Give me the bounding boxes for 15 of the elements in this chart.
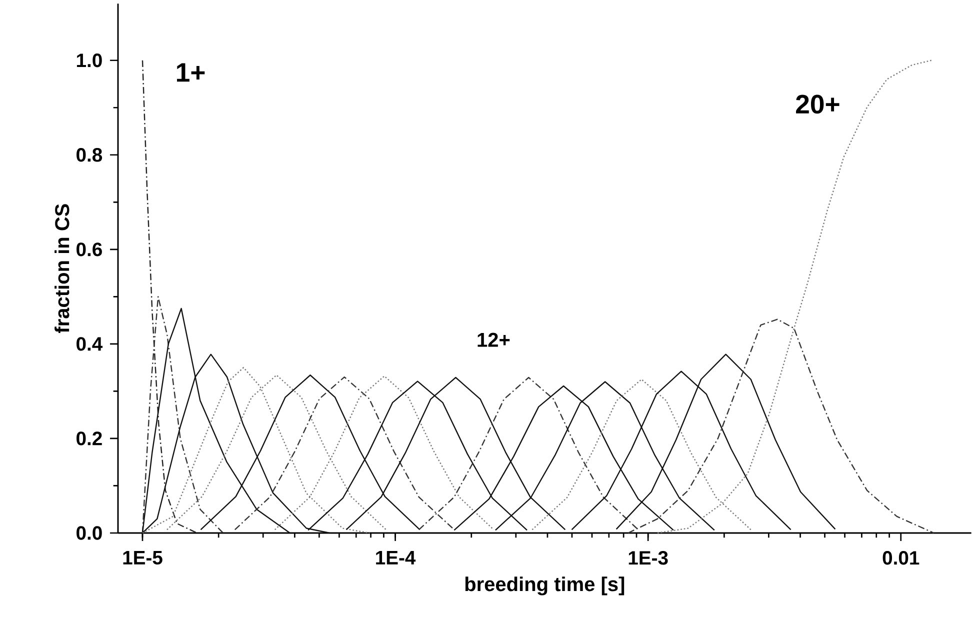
y-tick-label: 1.0 [76, 54, 102, 68]
x-tick-label: 0.01 [882, 551, 920, 565]
x-tick-label: 1E-4 [376, 551, 416, 564]
y-tick-label: 0.6 [76, 242, 102, 256]
y-tick-label: 0.8 [76, 148, 102, 162]
y-tick-label: 0.0 [76, 526, 102, 540]
annotation: 1+ [177, 63, 205, 82]
y-tick-label: 0.4 [76, 337, 103, 351]
annotation: 20+ [796, 94, 840, 114]
x-axis-title: breeding time [s] [465, 576, 624, 596]
y-axis-title: fraction in CS [54, 204, 70, 333]
y-tick-label: 0.2 [76, 432, 102, 446]
x-tick-label: 1E-5 [123, 551, 162, 565]
annotation: 12+ [478, 332, 510, 347]
x-tick-label: 1E-3 [628, 551, 668, 565]
